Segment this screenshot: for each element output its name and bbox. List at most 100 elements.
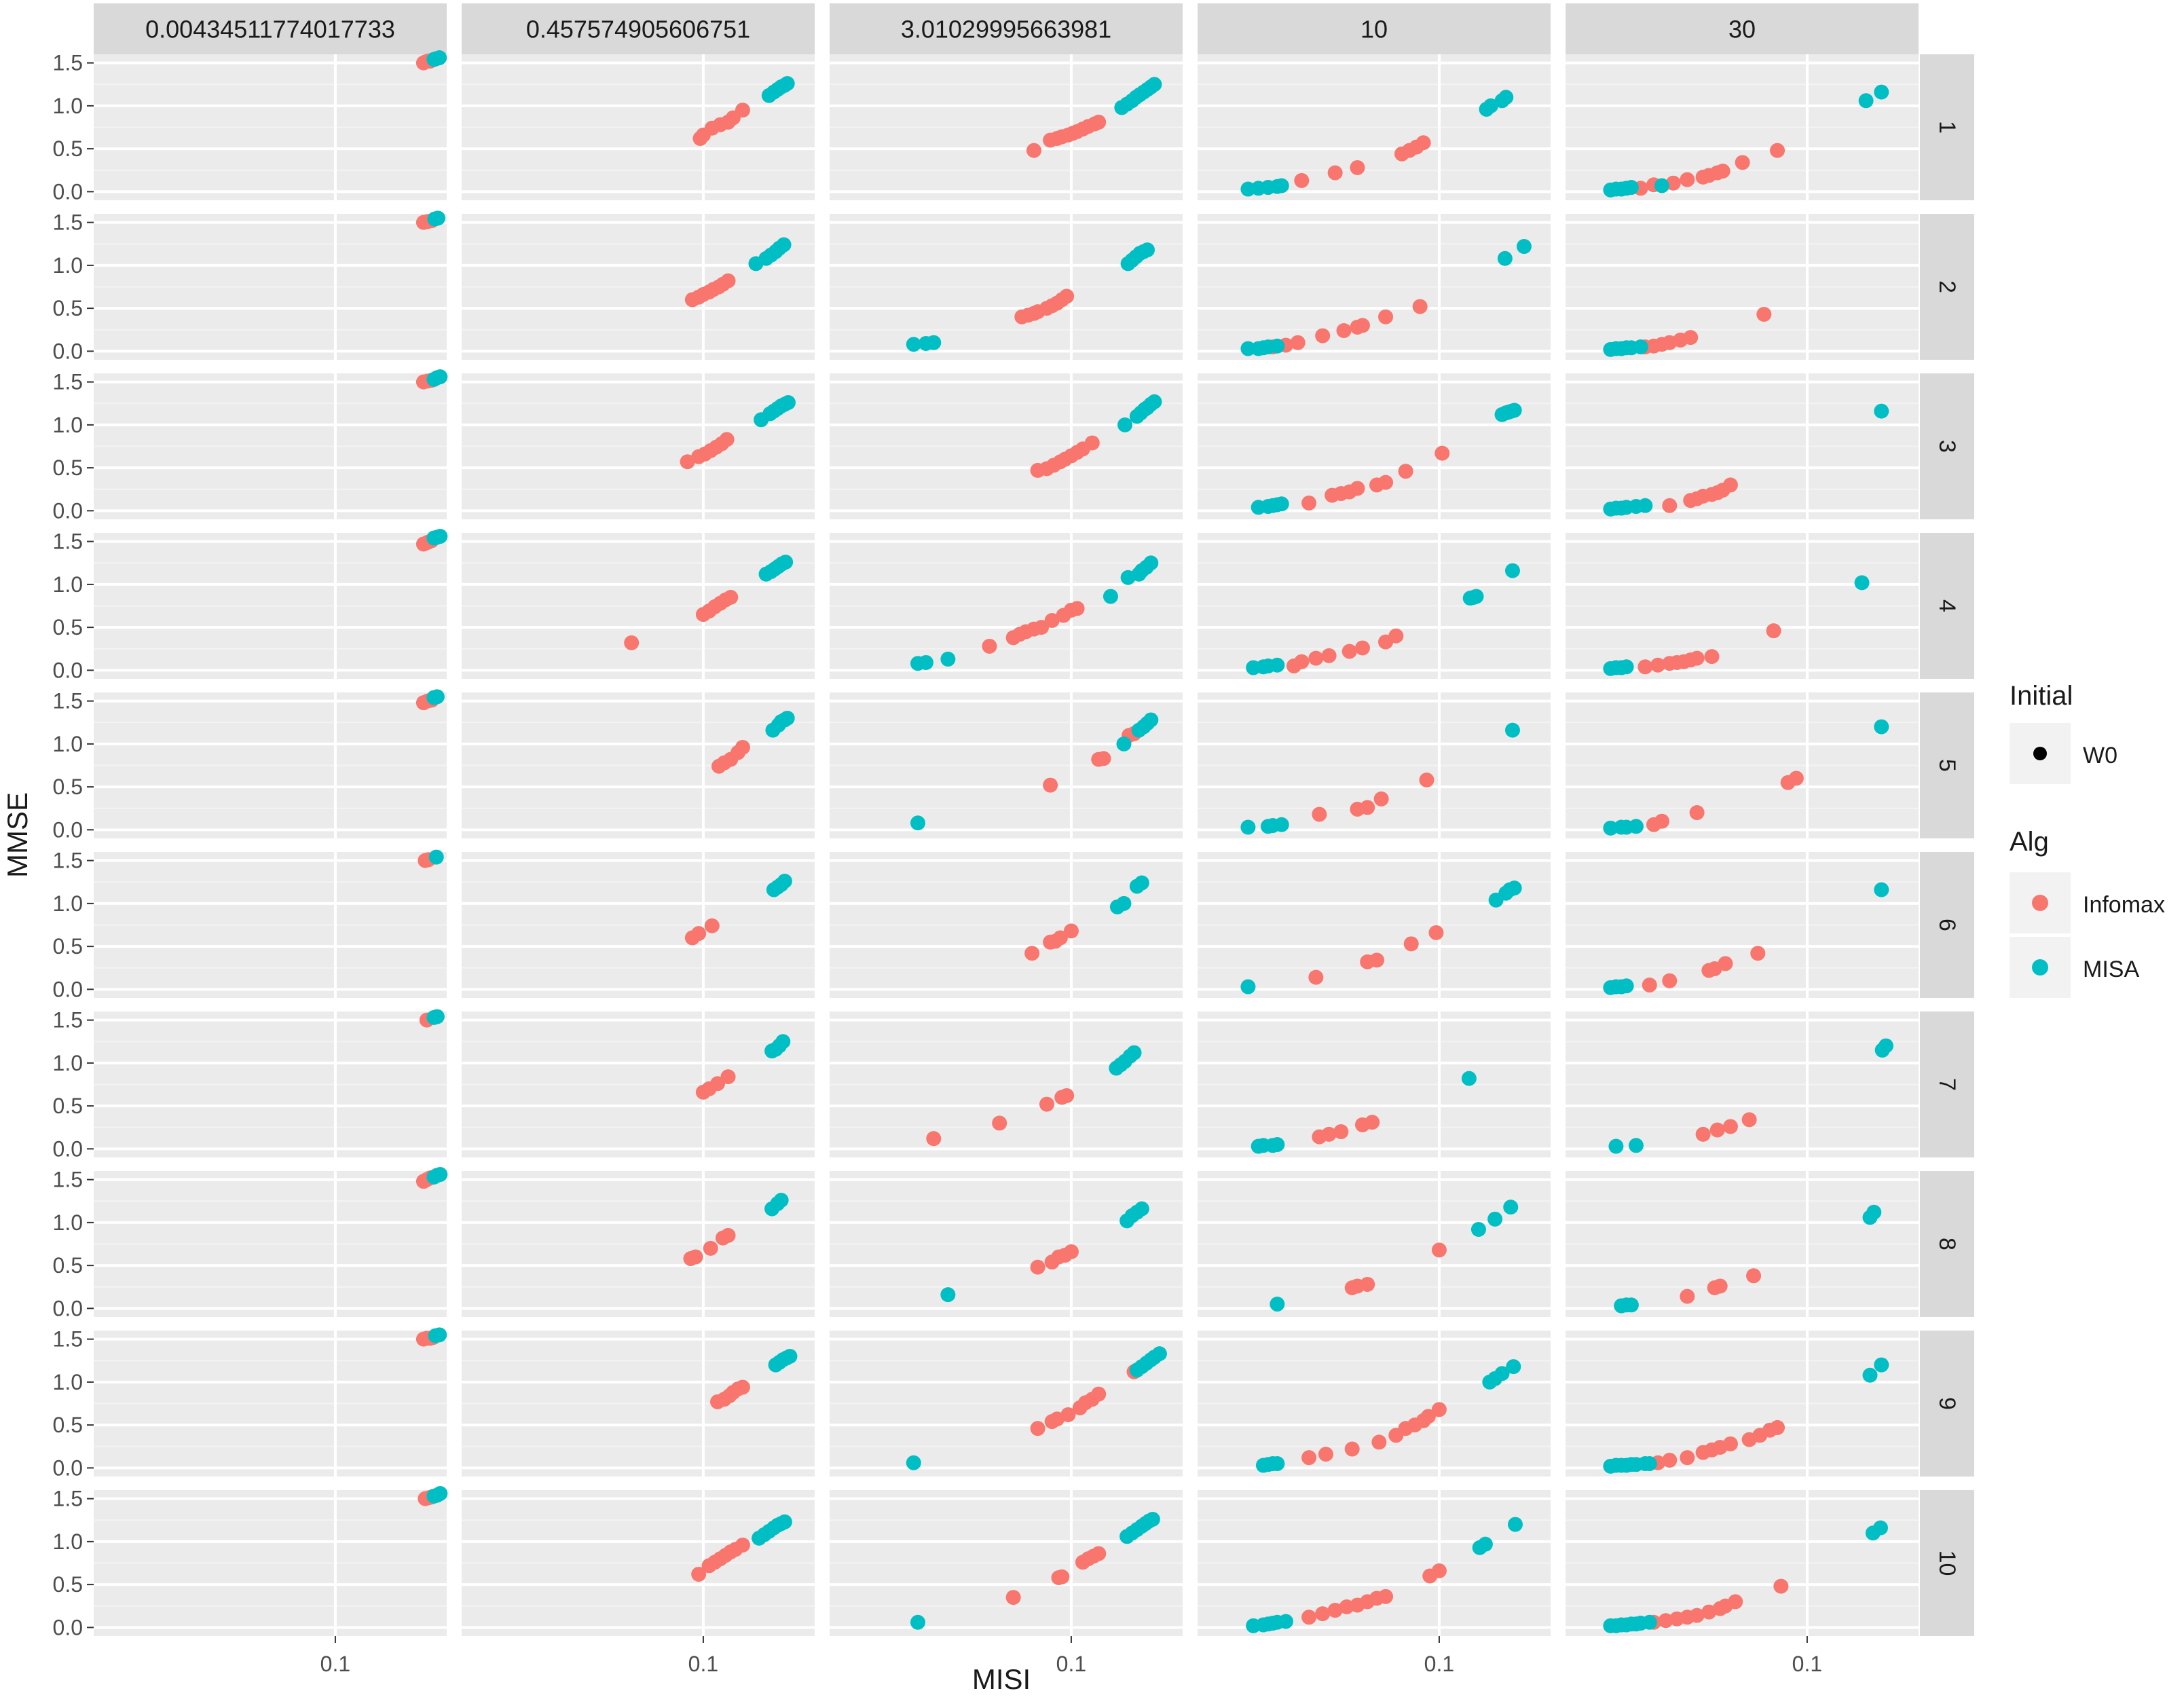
panel [94,1331,447,1477]
panel [1198,214,1551,360]
point-infomax [1341,644,1357,659]
point-infomax [1378,475,1394,490]
point-infomax [1312,806,1327,822]
point-misa [776,237,792,253]
point-infomax [1398,464,1413,479]
point-infomax [680,454,695,470]
point-infomax [1750,946,1766,961]
row-strip-bg [1920,214,1974,360]
point-infomax [1069,601,1085,616]
point-infomax [735,1537,750,1553]
y-tick-label: 0.5 [53,775,83,799]
row-strip-bg [1920,1011,1974,1157]
row-strip-bg [1920,533,1974,679]
panel [830,1490,1183,1636]
point-infomax [1642,978,1657,993]
row-strip-label: 10 [1934,1551,1960,1576]
point-infomax [1650,657,1666,673]
point-infomax [1722,1436,1738,1451]
point-infomax [1091,1546,1107,1561]
y-tick-label: 0.5 [53,136,83,161]
panel [1198,1171,1551,1317]
point-infomax [1373,791,1389,806]
point-infomax [1091,114,1107,130]
panel [94,852,447,998]
point-infomax [1680,172,1695,187]
panel [1566,692,1919,838]
legend-label-misa: MISA [2083,957,2139,982]
panel [1198,852,1551,998]
point-misa [1274,496,1289,512]
point-infomax [1327,165,1343,181]
panel [462,1011,815,1157]
point-misa [1116,736,1132,751]
point-misa [1642,1614,1657,1630]
point-infomax [1709,1122,1725,1138]
point-infomax [1662,1452,1678,1468]
point-misa [1468,589,1484,604]
point-misa [430,210,445,226]
panel [1198,1011,1551,1157]
point-misa [432,369,448,385]
y-tick-label: 1.5 [53,1487,83,1511]
y-tick-label: 1.5 [53,1327,83,1352]
point-infomax [1294,172,1310,188]
point-misa [773,1193,789,1208]
y-tick-label: 0.5 [53,1572,83,1597]
point-misa [1270,1297,1285,1312]
panel [830,373,1183,519]
point-infomax [1770,143,1785,158]
point-misa [1143,555,1159,571]
y-tick-label: 1.5 [53,210,83,235]
y-tick-label: 1.0 [53,732,83,756]
row-strip-bg [1920,1331,1974,1477]
point-infomax [624,635,640,650]
point-infomax [720,1069,736,1085]
point-infomax [1658,1613,1673,1629]
point-misa [1506,403,1522,418]
point-infomax [1415,135,1431,151]
point-misa [1504,563,1520,578]
point-infomax [1354,640,1370,656]
row-strip-label: 8 [1934,1238,1960,1250]
panel [830,54,1183,200]
point-infomax [1431,1563,1447,1578]
point-infomax [1431,1402,1447,1417]
y-tick-label: 0.0 [53,817,83,842]
panel [1198,1331,1551,1477]
point-infomax [735,1379,750,1395]
point-misa [1143,712,1159,728]
col-strip-label: 3.01029995663981 [901,16,1111,43]
point-infomax [1318,1447,1333,1462]
point-infomax [1034,620,1050,635]
point-infomax [1301,1610,1317,1625]
panel [94,373,447,519]
panels-layer [94,54,1919,1636]
col-strip-label: 30 [1728,16,1756,43]
point-misa [1506,1359,1521,1375]
y-tick-label: 1.0 [53,94,83,118]
y-tick-label: 1.0 [53,1051,83,1075]
point-misa [779,710,795,726]
point-misa [1862,1367,1878,1383]
point-infomax [1689,650,1705,666]
point-infomax [1371,1434,1387,1450]
point-misa [1497,250,1513,266]
panel [1198,533,1551,679]
panel [830,1171,1183,1317]
point-infomax [1096,751,1111,766]
point-misa [777,874,792,889]
panel [1566,852,1919,998]
point-infomax [1315,1606,1331,1622]
point-misa [1274,178,1289,193]
point-infomax [1344,1441,1360,1457]
col-strip-bg [94,3,447,54]
point-misa [1603,820,1618,836]
panel [94,54,447,200]
col-strip-bg [1198,3,1551,54]
point-misa [1506,880,1522,896]
panel [1566,1490,1919,1636]
point-infomax [1680,1450,1695,1466]
